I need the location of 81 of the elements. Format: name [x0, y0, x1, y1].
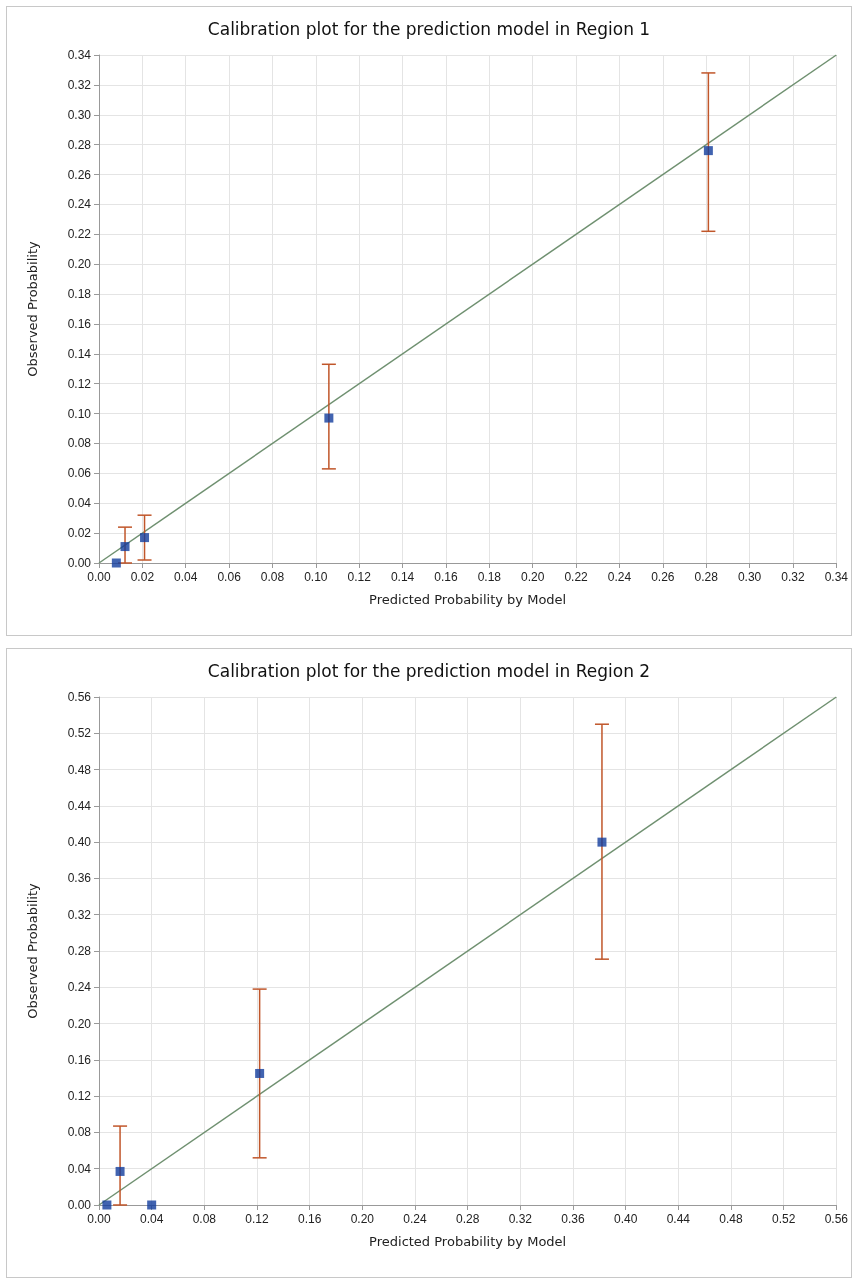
x-tick-label: 0.56 — [824, 1212, 849, 1226]
y-tick-label: 0.00 — [67, 1198, 92, 1212]
x-tick-label: 0.44 — [666, 1212, 691, 1226]
y-tick-label: 0.06 — [67, 466, 92, 481]
y-tick-label: 0.40 — [67, 835, 92, 850]
y-tick-label: 0.24 — [67, 980, 92, 995]
x-tick-label: 0.06 — [217, 570, 242, 584]
x-tick-label: 0.20 — [350, 1212, 375, 1226]
x-tick-label: 0.18 — [477, 570, 502, 584]
y-tick-label: 0.04 — [67, 496, 92, 511]
y-tick-label: 0.10 — [67, 406, 92, 421]
y-tick-label: 0.04 — [67, 1161, 92, 1176]
x-tick-label: 0.20 — [521, 570, 545, 584]
chart-title: Calibration plot for the prediction model in Region 1 — [207, 18, 651, 39]
y-tick-label: 0.08 — [67, 436, 92, 451]
y-tick-label: 0.34 — [67, 48, 92, 62]
point — [597, 837, 607, 847]
x-axis-title: Predicted Probability by Model — [369, 592, 567, 607]
y-tick-label: 0.56 — [67, 690, 92, 704]
x-tick-label: 0.22 — [564, 570, 589, 584]
y-tick-label: 0.18 — [67, 287, 92, 302]
y-tick-label: 0.32 — [67, 77, 92, 92]
y-tick-label: 0.16 — [67, 1052, 92, 1067]
point — [324, 413, 334, 423]
x-tick-label: 0.00 — [87, 1212, 111, 1226]
y-tick-label: 0.22 — [67, 227, 92, 242]
x-tick-label: 0.40 — [613, 1212, 638, 1226]
y-tick-label: 0.26 — [67, 167, 92, 182]
x-tick-label: 0.12 — [245, 1212, 269, 1226]
x-tick-label: 0.28 — [455, 1212, 480, 1226]
x-tick-label: 0.14 — [390, 570, 415, 584]
y-tick-label: 0.14 — [67, 346, 92, 361]
x-tick-label: 0.32 — [508, 1212, 533, 1226]
point — [255, 1068, 265, 1078]
y-tick-label: 0.48 — [67, 762, 92, 777]
x-tick-label: 0.12 — [347, 570, 372, 584]
point — [115, 1166, 125, 1176]
y-tick-label: 0.12 — [67, 376, 92, 391]
x-tick-label: 0.10 — [304, 570, 328, 584]
point — [703, 146, 713, 156]
y-tick-label: 0.00 — [67, 556, 92, 570]
y-tick-label: 0.30 — [67, 107, 92, 122]
point — [147, 1200, 157, 1210]
x-tick-label: 0.30 — [737, 570, 762, 584]
x-tick-label: 0.28 — [694, 570, 719, 584]
y-axis-title: Observed Probability — [25, 883, 40, 1019]
y-tick-label: 0.12 — [67, 1089, 92, 1104]
y-tick-label: 0.32 — [67, 907, 92, 922]
x-tick-label: 0.08 — [260, 570, 285, 584]
point — [140, 533, 150, 543]
x-tick-label: 0.36 — [561, 1212, 585, 1226]
point — [111, 558, 121, 568]
x-tick-label: 0.08 — [192, 1212, 217, 1226]
x-tick-label: 0.34 — [824, 570, 849, 584]
y-tick-label: 0.28 — [67, 944, 92, 958]
x-tick-label: 0.16 — [297, 1212, 322, 1226]
y-tick-label: 0.36 — [67, 871, 92, 886]
x-tick-label: 0.24 — [607, 570, 632, 584]
y-tick-label: 0.44 — [67, 798, 92, 813]
x-tick-label: 0.16 — [434, 570, 458, 584]
y-tick-label: 0.28 — [67, 137, 92, 152]
y-tick-label: 0.20 — [67, 1016, 92, 1031]
x-tick-label: 0.00 — [87, 570, 111, 584]
x-tick-label: 0.32 — [781, 570, 805, 584]
y-tick-label: 0.02 — [67, 526, 92, 541]
y-tick-label: 0.16 — [67, 316, 92, 331]
y-axis-title: Observed Probability — [25, 241, 40, 377]
chart-title: Calibration plot for the prediction model in Region 2 — [207, 660, 651, 681]
point — [120, 542, 130, 552]
x-tick-label: 0.24 — [403, 1212, 427, 1226]
x-tick-label: 0.02 — [130, 570, 155, 584]
x-tick-label: 0.52 — [771, 1212, 796, 1226]
x-tick-label: 0.26 — [651, 570, 675, 584]
y-tick-label: 0.08 — [67, 1125, 92, 1140]
x-tick-label: 0.04 — [174, 570, 198, 584]
y-tick-label: 0.52 — [67, 726, 92, 741]
y-tick-label: 0.24 — [67, 197, 92, 212]
x-tick-label: 0.48 — [719, 1212, 743, 1226]
y-tick-label: 0.20 — [67, 257, 92, 272]
x-tick-label: 0.04 — [139, 1212, 164, 1226]
x-axis-title: Predicted Probability by Model — [369, 1234, 567, 1249]
